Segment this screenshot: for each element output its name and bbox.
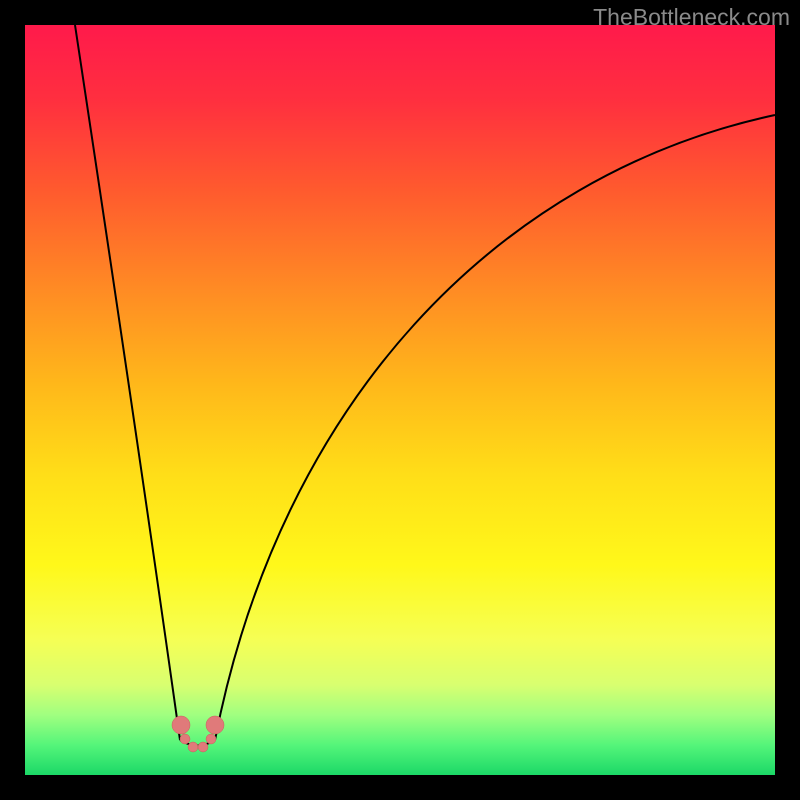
trough-marker [206, 734, 216, 744]
trough-marker [172, 716, 190, 734]
trough-marker [206, 716, 224, 734]
bottleneck-chart [0, 0, 800, 800]
trough-marker [198, 742, 208, 752]
watermark-text: TheBottleneck.com [593, 4, 790, 31]
trough-marker [180, 734, 190, 744]
plot-background [25, 25, 775, 775]
trough-marker [188, 742, 198, 752]
